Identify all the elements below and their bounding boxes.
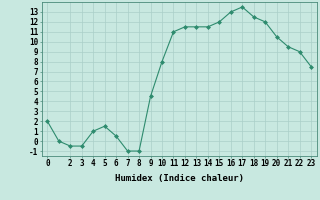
X-axis label: Humidex (Indice chaleur): Humidex (Indice chaleur) xyxy=(115,174,244,183)
